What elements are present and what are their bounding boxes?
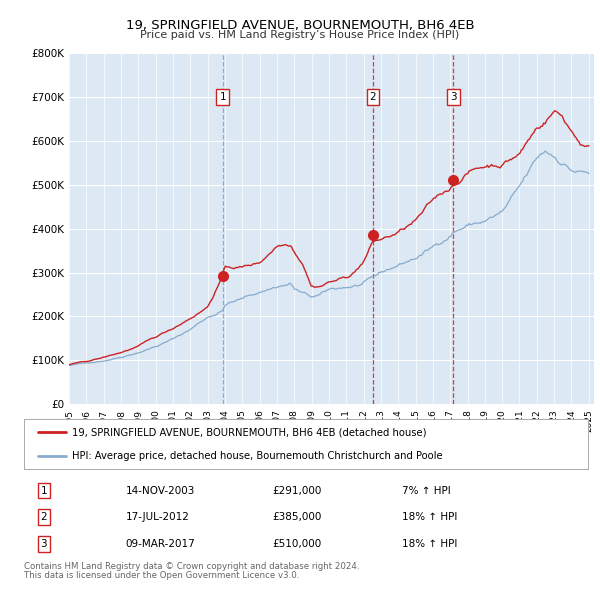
Text: 1: 1 bbox=[40, 486, 47, 496]
Text: This data is licensed under the Open Government Licence v3.0.: This data is licensed under the Open Gov… bbox=[24, 571, 299, 580]
Text: HPI: Average price, detached house, Bournemouth Christchurch and Poole: HPI: Average price, detached house, Bour… bbox=[72, 451, 443, 461]
Text: £385,000: £385,000 bbox=[272, 512, 322, 522]
Text: 17-JUL-2012: 17-JUL-2012 bbox=[125, 512, 190, 522]
Text: 19, SPRINGFIELD AVENUE, BOURNEMOUTH, BH6 4EB: 19, SPRINGFIELD AVENUE, BOURNEMOUTH, BH6… bbox=[125, 19, 475, 32]
Text: 2: 2 bbox=[40, 512, 47, 522]
Text: Price paid vs. HM Land Registry’s House Price Index (HPI): Price paid vs. HM Land Registry’s House … bbox=[140, 30, 460, 40]
Text: 19, SPRINGFIELD AVENUE, BOURNEMOUTH, BH6 4EB (detached house): 19, SPRINGFIELD AVENUE, BOURNEMOUTH, BH6… bbox=[72, 427, 427, 437]
Text: £510,000: £510,000 bbox=[272, 539, 322, 549]
Text: 7% ↑ HPI: 7% ↑ HPI bbox=[402, 486, 451, 496]
Text: 1: 1 bbox=[220, 92, 226, 102]
Text: 3: 3 bbox=[40, 539, 47, 549]
Text: 18% ↑ HPI: 18% ↑ HPI bbox=[402, 512, 457, 522]
Text: £291,000: £291,000 bbox=[272, 486, 322, 496]
Text: 18% ↑ HPI: 18% ↑ HPI bbox=[402, 539, 457, 549]
Text: 3: 3 bbox=[450, 92, 457, 102]
Text: 09-MAR-2017: 09-MAR-2017 bbox=[125, 539, 195, 549]
Text: 2: 2 bbox=[370, 92, 376, 102]
Text: 14-NOV-2003: 14-NOV-2003 bbox=[125, 486, 195, 496]
Text: Contains HM Land Registry data © Crown copyright and database right 2024.: Contains HM Land Registry data © Crown c… bbox=[24, 562, 359, 571]
